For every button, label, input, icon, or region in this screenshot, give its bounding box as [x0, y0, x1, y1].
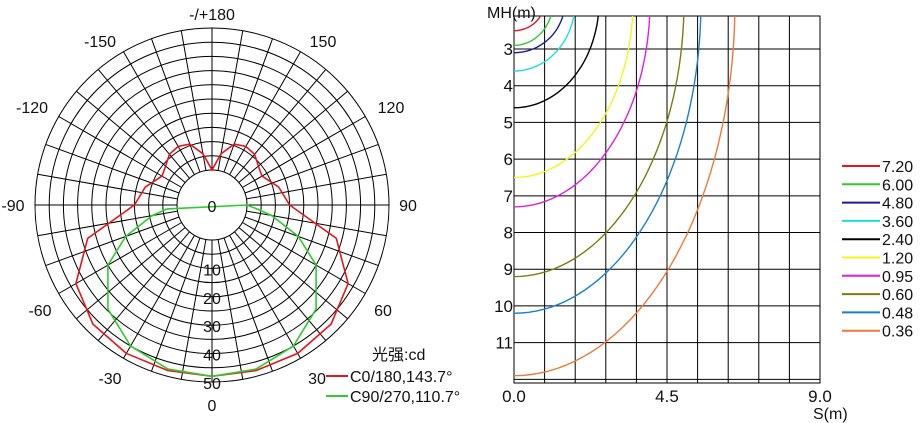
isolux-x-tick: 9.0	[808, 387, 832, 406]
polar-angle-label: 0	[208, 398, 217, 415]
polar-unit-label: 光强:cd	[372, 346, 425, 364]
polar-spoke	[76, 227, 186, 320]
isolux-y-tick: 3	[504, 40, 513, 59]
polar-angle-label: 90	[399, 198, 417, 215]
polar-spoke	[45, 216, 180, 267]
isolux-contour	[514, 16, 599, 109]
isolux-contour	[514, 16, 634, 179]
polar-angle-label: 120	[378, 100, 405, 117]
polar-spoke	[244, 216, 379, 267]
isolux-grid	[513, 15, 821, 384]
polar-spoke	[97, 69, 190, 179]
polar-spoke	[234, 69, 327, 179]
polar-radial-label: 10	[203, 262, 221, 279]
isolux-x-tick: 0.0	[502, 387, 526, 406]
isolux-legend-label: 1.20	[882, 251, 913, 268]
polar-radial-label: 0	[208, 199, 217, 216]
isolux-y-tick: 11	[495, 334, 513, 353]
polar-spoke	[223, 38, 274, 173]
isolux-contour	[514, 16, 552, 47]
polar-spoke	[242, 222, 366, 294]
isolux-contour	[514, 16, 564, 54]
isolux-contour	[514, 16, 651, 208]
polar-spoke	[58, 116, 182, 188]
polar-spoke	[58, 222, 182, 294]
isolux-contour	[514, 16, 575, 72]
polar-curve-c0	[75, 143, 349, 378]
isolux-contour	[514, 16, 736, 377]
polar-angle-label: 150	[310, 34, 337, 51]
polar-spoke	[238, 90, 348, 183]
polar-radial-label: 50	[203, 376, 221, 393]
isolux-legend-label: 0.36	[882, 324, 913, 341]
isolux-legend-label: 2.40	[882, 232, 913, 249]
isolux-legend-label: 4.80	[882, 196, 913, 213]
isolux-legend-label: 0.48	[882, 305, 913, 322]
polar-spoke	[97, 231, 190, 341]
polar-angle-label: 60	[374, 303, 392, 320]
polar-radial-label: 40	[203, 348, 221, 365]
polar-spoke	[244, 143, 379, 194]
polar-angle-label: -150	[84, 34, 116, 51]
polar-spoke	[180, 239, 207, 380]
legend-c0-label: C0/180,143.7°	[350, 369, 452, 386]
polar-spoke	[180, 30, 207, 171]
polar-spoke	[45, 143, 180, 194]
polar-angle-label: -120	[16, 100, 48, 117]
isolux-y-tick: 10	[494, 297, 513, 316]
isolux-legend-label: 0.60	[882, 287, 913, 304]
polar-angle-label: -60	[28, 303, 51, 320]
isolux-y-title: MH(m)	[487, 5, 536, 22]
isolux-legend-label: 3.60	[882, 214, 913, 231]
isolux-x-title: S(m)	[813, 406, 848, 423]
isolux-labels: 3 4 5 6 7 8 9 10 11 0.0 4.5 9.0	[494, 40, 832, 406]
polar-angle-label: -/+180	[189, 7, 235, 24]
polar-curves	[75, 143, 349, 378]
isolux-curves	[514, 16, 736, 377]
polar-angle-label: -30	[98, 371, 121, 388]
polar-curve-c90	[107, 204, 317, 378]
isolux-legend: 7.206.00 4.803.602.40 1.200.950.600.48 0.36	[842, 159, 913, 341]
polar-spoke	[217, 239, 244, 380]
polar-spoke	[229, 235, 301, 359]
isolux-contour	[514, 16, 685, 278]
polar-spoke	[150, 38, 201, 173]
isolux-frame	[513, 15, 821, 384]
polar-radial-label: 20	[203, 291, 221, 308]
polar-spoke	[242, 116, 366, 188]
isolux-contour	[514, 16, 542, 32]
polar-spoke	[123, 235, 195, 359]
isolux-contour	[514, 16, 702, 314]
isolux-y-tick: 6	[504, 150, 513, 169]
polar-spoke	[223, 237, 274, 372]
polar-angle-label: 30	[308, 371, 326, 388]
isolux-legend-label: 7.20	[882, 159, 913, 176]
isolux-x-tick: 4.5	[655, 387, 679, 406]
polar-angle-label: -90	[1, 198, 24, 215]
isolux-legend-label: 6.00	[882, 177, 913, 194]
polar-spoke	[37, 173, 178, 200]
polar-spoke	[76, 90, 186, 183]
polar-spoke	[150, 237, 201, 372]
isolux-legend-label: 0.95	[882, 269, 913, 286]
isolux-y-tick: 9	[504, 260, 513, 279]
polar-labels: 0 10 20 30 40 50 -/+180 -150 150 -120 120 -90 90 -60 6…	[1, 7, 417, 415]
polar-spoke	[234, 231, 327, 341]
polar-spoke	[238, 227, 348, 320]
isolux-y-tick: 4	[504, 77, 513, 96]
isolux-y-tick: 5	[504, 113, 513, 132]
isolux-y-tick: 7	[504, 187, 513, 206]
legend-c90-label: C90/270,110.7°	[350, 389, 460, 406]
polar-radial-label: 30	[203, 319, 221, 336]
polar-spoke	[217, 30, 244, 171]
isolux-y-tick: 8	[504, 224, 513, 243]
polar-spoke	[246, 173, 387, 200]
polar-spoke	[123, 51, 195, 175]
polar-spoke	[229, 51, 301, 175]
